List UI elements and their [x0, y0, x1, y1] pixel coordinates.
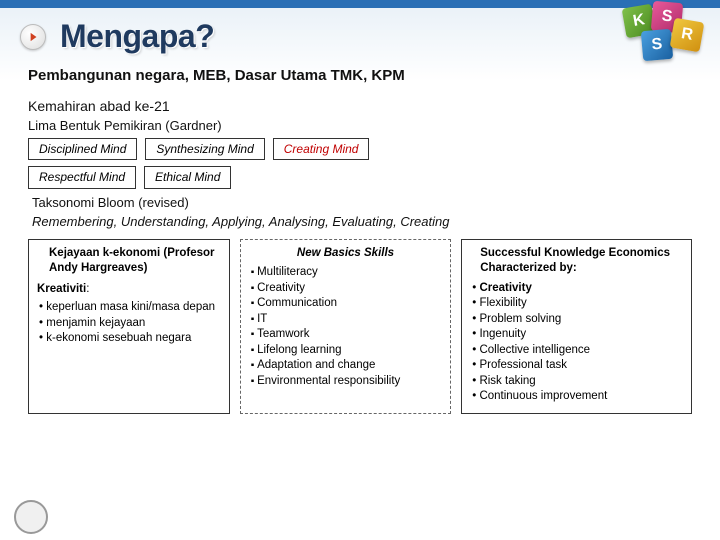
kreativiti-colon: : [86, 283, 89, 295]
list-item: k-ekonomi sesebuah negara [39, 331, 221, 347]
block-s2: S [641, 29, 674, 62]
panel-mid-list: Multiliteracy Creativity Communication I… [249, 265, 442, 389]
minds-row-1: Disciplined Mind Synthesizing Mind Creat… [28, 138, 692, 160]
list-item: Creativity [251, 281, 442, 297]
logo-icon [14, 500, 48, 534]
content: Pembangunan negara, MEB, Dasar Utama TMK… [0, 65, 720, 414]
list-item: Professional task [472, 358, 683, 374]
list-item: keperluan masa kini/masa depan [39, 300, 221, 316]
top-stripe [0, 0, 720, 8]
list-item: Flexibility [472, 296, 683, 312]
panel-mid-title: New Basics Skills [249, 246, 442, 262]
list-item: Lifelong learning [251, 343, 442, 359]
block-r: R [670, 18, 705, 53]
panel-mid: New Basics Skills Multiliteracy Creativi… [240, 239, 451, 414]
mind-ethical: Ethical Mind [144, 166, 231, 188]
list-item: IT [251, 312, 442, 328]
panel-right-list: Creativity Flexibility Problem solving I… [470, 281, 683, 405]
list-item: Adaptation and change [251, 358, 442, 374]
kreativiti-label: Kreativiti [37, 283, 86, 295]
bloom-title: Taksonomi Bloom (revised) [32, 195, 692, 210]
panels-row: Kejayaan k-ekonomi (Profesor Andy Hargre… [28, 239, 692, 414]
header: Mengapa? [0, 0, 720, 65]
gardner-heading: Lima Bentuk Pemikiran (Gardner) [28, 118, 692, 133]
kemahiran-heading: Kemahiran abad ke-21 [28, 98, 692, 114]
blocks-decoration: K S S R [624, 2, 714, 62]
list-item: Multiliteracy [251, 265, 442, 281]
list-item: Communication [251, 296, 442, 312]
panel-left-list: keperluan masa kini/masa depan menjamin … [37, 300, 221, 347]
list-item: Teamwork [251, 327, 442, 343]
list-item: Creativity [472, 281, 683, 297]
mind-respectful: Respectful Mind [28, 166, 136, 188]
mind-disciplined: Disciplined Mind [28, 138, 137, 160]
list-item: menjamin kejayaan [39, 316, 221, 332]
bloom-list: Remembering, Understanding, Applying, An… [32, 214, 692, 229]
list-item: Problem solving [472, 312, 683, 328]
bloom-creating: Creating [400, 214, 449, 229]
list-item: Environmental responsibility [251, 374, 442, 390]
creativity-bold: Creativity [479, 282, 531, 294]
panel-left: Kejayaan k-ekonomi (Profesor Andy Hargre… [28, 239, 230, 414]
list-item: Ingenuity [472, 327, 683, 343]
subtitle: Pembangunan negara, MEB, Dasar Utama TMK… [28, 67, 692, 84]
arrow-circle-icon [20, 24, 46, 50]
list-item: Continuous improvement [472, 389, 683, 405]
panel-left-title: Kejayaan k-ekonomi (Profesor Andy Hargre… [37, 246, 221, 277]
mind-creating: Creating Mind [273, 138, 370, 160]
mind-synthesizing: Synthesizing Mind [145, 138, 264, 160]
page-title: Mengapa? [60, 18, 214, 55]
panel-right-title: Successful Knowledge Economics Character… [470, 246, 683, 277]
panel-right: Successful Knowledge Economics Character… [461, 239, 692, 414]
panel-left-sublabel: Kreativiti: [37, 282, 221, 298]
list-item: Risk taking [472, 374, 683, 390]
bloom-list-prefix: Remembering, Understanding, Applying, An… [32, 214, 400, 229]
list-item: Collective intelligence [472, 343, 683, 359]
minds-row-2: Respectful Mind Ethical Mind [28, 166, 692, 188]
